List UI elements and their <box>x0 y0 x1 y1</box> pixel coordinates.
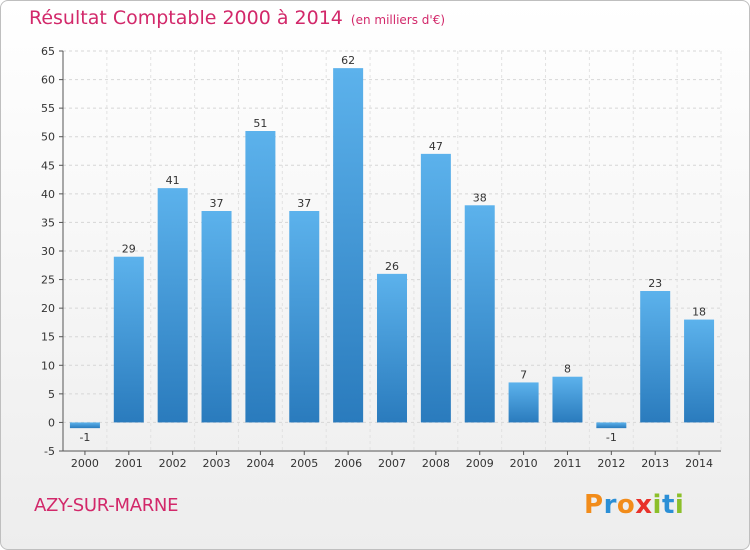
bar-value-label: 8 <box>564 363 571 376</box>
y-tick-label: 25 <box>41 274 55 287</box>
x-tick-label: 2008 <box>422 457 450 470</box>
x-tick-label: 2007 <box>378 457 406 470</box>
bar-2002 <box>157 188 188 423</box>
bar-value-label: 18 <box>692 306 706 319</box>
bar-2010 <box>508 382 539 423</box>
bar-2014 <box>684 319 715 423</box>
bar-value-label: 38 <box>473 191 487 204</box>
x-tick-label: 2011 <box>553 457 581 470</box>
bar-value-label: 26 <box>385 260 399 273</box>
chart-title-text: Résultat Comptable 2000 à 2014 <box>29 7 343 29</box>
bar-2003 <box>201 211 232 423</box>
y-tick-labels: -5 0 5 10 15 20 25 30 35 40 45 50 55 60 65 <box>41 45 55 458</box>
bar-value-label: 47 <box>429 140 443 153</box>
logo-letter: t <box>661 490 675 520</box>
bar-value-label: 23 <box>648 277 662 290</box>
bar-2005 <box>289 211 320 423</box>
bar-2004 <box>245 131 276 423</box>
location-label: AZY-SUR-MARNE <box>34 495 179 516</box>
x-tick-label: 2005 <box>290 457 318 470</box>
bar-value-label: 29 <box>122 243 136 256</box>
x-tick-labels: 2000 2001 2002 2003 2004 2005 2006 2007 2008 2009… <box>71 457 713 470</box>
logo-letter: i <box>674 490 685 520</box>
logo-letter: r <box>603 490 617 520</box>
logo-letter: o <box>616 490 636 520</box>
logo-letter: P <box>584 490 604 520</box>
y-tick-label: 15 <box>41 331 55 344</box>
y-tick-label: 55 <box>41 102 55 115</box>
y-tick-label: 45 <box>41 159 55 172</box>
proxiti-logo: Proxiti <box>584 490 684 520</box>
axes <box>59 50 721 455</box>
y-tick-label: 20 <box>41 302 55 315</box>
bars <box>69 68 715 429</box>
x-tick-label: 2014 <box>685 457 713 470</box>
bar-value-label: 37 <box>297 197 311 210</box>
bar-value-labels: -1 29 41 37 51 37 62 26 47 38 7 8 -1 23 18 <box>79 54 706 444</box>
bar-value-label: -1 <box>79 431 90 444</box>
y-tick-label: 35 <box>41 216 55 229</box>
bar-2001 <box>113 256 144 423</box>
bar-value-label: 37 <box>210 197 224 210</box>
y-tick-label: 5 <box>48 388 55 401</box>
y-tick-label: 65 <box>41 45 55 58</box>
bar-2012 <box>596 422 627 429</box>
x-tick-label: 2004 <box>246 457 274 470</box>
bar-value-label: 51 <box>253 117 267 130</box>
bar-value-label: -1 <box>606 431 617 444</box>
x-tick-label: 2009 <box>466 457 494 470</box>
bar-2008 <box>420 153 451 423</box>
x-tick-label: 2003 <box>203 457 231 470</box>
y-tick-label: -5 <box>44 445 55 458</box>
bar-value-label: 7 <box>520 368 527 381</box>
x-tick-label: 2013 <box>641 457 669 470</box>
bar-2013 <box>640 291 671 423</box>
chart-unit: (en milliers d'€) <box>350 13 446 27</box>
y-tick-label: 50 <box>41 131 55 144</box>
y-tick-label: 40 <box>41 188 55 201</box>
bar-2007 <box>377 273 407 423</box>
x-tick-label: 2002 <box>159 457 187 470</box>
y-tick-label: 0 <box>48 416 55 429</box>
y-tick-label: 30 <box>41 245 55 258</box>
bar-2000 <box>69 422 100 429</box>
bar-2009 <box>464 205 495 423</box>
y-tick-label: 60 <box>41 74 55 87</box>
chart-title: Résultat Comptable 2000 à 2014 (en millie… <box>29 7 445 29</box>
bar-value-label: 62 <box>341 54 355 67</box>
bar-value-label: 41 <box>166 174 180 187</box>
x-tick-label: 2000 <box>71 457 99 470</box>
logo-letter: x <box>635 490 653 520</box>
bar-2006 <box>333 68 364 423</box>
logo-letter: i <box>652 490 662 520</box>
x-tick-label: 2006 <box>334 457 362 470</box>
x-tick-label: 2010 <box>510 457 538 470</box>
x-tick-label: 2001 <box>115 457 143 470</box>
y-tick-label: 10 <box>41 359 55 372</box>
x-tick-label: 2012 <box>597 457 625 470</box>
bar-2011 <box>552 376 583 423</box>
